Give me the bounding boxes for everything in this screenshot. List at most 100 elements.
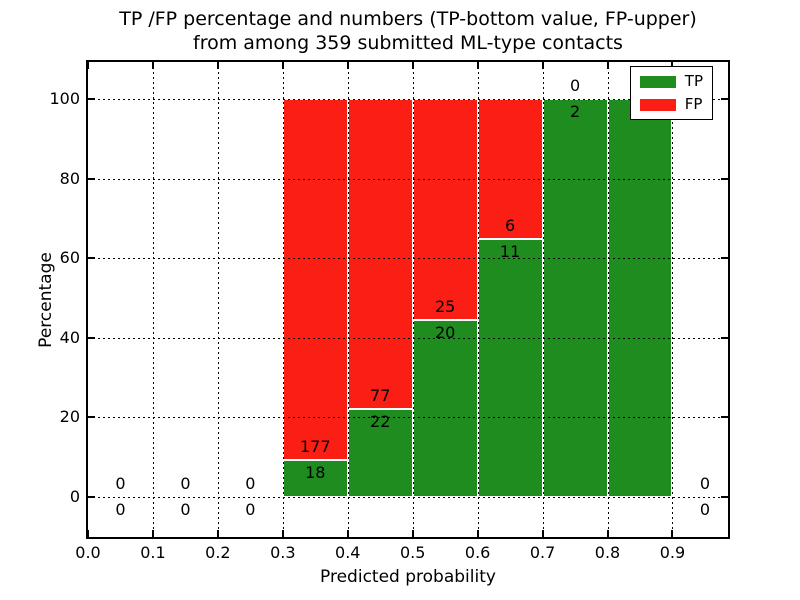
fp-legend-label: FP (684, 95, 703, 113)
tp-count-label-0.4: 22 (370, 411, 391, 431)
gridline-y-80 (88, 178, 728, 180)
tick-top-0.5 (411, 62, 414, 69)
tp-count-label-0.0: 0 (115, 500, 126, 519)
gridline-x-0.2 (217, 62, 219, 537)
y-tick-label-0: 0 (69, 487, 80, 506)
bar-tp-0.8 (607, 99, 673, 497)
fp-count-label-0.9: 0 (699, 474, 711, 493)
tick-bottom-0.0 (87, 530, 89, 537)
fp-count-label-0.7: 0 (569, 76, 581, 95)
tick-bottom-0.5 (411, 530, 414, 537)
y-tick-label-40: 40 (59, 327, 80, 347)
plot-area: TP FP 0000001771877222520611020100 (86, 60, 730, 539)
x-tick-label-0.1: 0.1 (140, 543, 166, 562)
gridline-y-60 (88, 258, 728, 260)
bar-tp-0.3 (282, 460, 348, 497)
bar-fp-0.3 (282, 99, 348, 461)
tp-count-label-0.2: 0 (245, 500, 256, 519)
gridline-y-20 (88, 417, 728, 419)
tp-count-label-0.7: 2 (569, 102, 581, 121)
gridline-x-0.8 (607, 62, 609, 537)
tp-count-label-0.3: 18 (305, 463, 326, 483)
gridline-x-0.4 (347, 62, 349, 537)
fp-count-label-0.1: 0 (180, 474, 191, 493)
tick-bottom-0.3 (281, 530, 284, 537)
tick-left-40 (88, 336, 95, 339)
y-tick-label-60: 60 (59, 248, 80, 268)
tp-count-label-0.9: 0 (699, 500, 711, 519)
x-tick-label-0.7: 0.7 (529, 543, 556, 562)
bar-tp-0.6 (477, 239, 543, 497)
tick-right-80 (721, 177, 728, 180)
tick-right-100 (721, 98, 728, 100)
fp-legend-swatch (639, 98, 676, 111)
tick-top-0.4 (346, 62, 349, 69)
gridline-x-0.6 (477, 62, 479, 537)
x-axis-label: Predicted probability (320, 567, 496, 587)
gridline-x-0.7 (542, 62, 544, 537)
fp-count-label-0.2: 0 (245, 474, 256, 493)
tick-top-0.3 (281, 62, 284, 69)
x-tick-label-0.5: 0.5 (399, 543, 426, 562)
y-tick-label-20: 20 (59, 407, 80, 427)
tp-legend-label: TP (684, 72, 703, 90)
legend-entry-tp: TP (639, 72, 703, 90)
tick-left-60 (88, 257, 95, 260)
x-tick-label-0.6: 0.6 (464, 543, 491, 562)
tick-bottom-0.1 (151, 530, 154, 537)
fp-count-label-0.4: 77 (370, 385, 391, 405)
gridline-x-0.9 (672, 62, 674, 537)
chart-title-line1: TP /FP percentage and numbers (TP-bottom… (119, 8, 697, 30)
tick-bottom-0.2 (216, 530, 219, 537)
x-tick-label-0.8: 0.8 (594, 543, 621, 562)
tp-count-label-0.6: 11 (499, 242, 521, 262)
x-tick-label-0.3: 0.3 (270, 543, 296, 562)
chart-title-line2: from among 359 submitted ML-type contact… (193, 32, 623, 54)
bar-tp-0.7 (542, 99, 608, 497)
legend-entry-fp: FP (639, 95, 703, 113)
fp-count-label-0.5: 25 (434, 297, 456, 317)
y-tick-label-100: 100 (49, 89, 80, 108)
gridline-x-0.3 (282, 62, 284, 537)
tick-top-0.7 (541, 62, 544, 69)
tick-top-0.8 (606, 62, 609, 69)
tick-left-100 (88, 98, 95, 100)
fp-count-label-0.6: 6 (505, 216, 516, 236)
tp-count-label-0.1: 0 (180, 500, 191, 519)
tick-bottom-0.4 (346, 530, 349, 537)
gridline-y-40 (88, 337, 728, 339)
tick-right-20 (721, 416, 728, 419)
gridline-x-0.5 (412, 62, 414, 537)
tick-left-20 (88, 416, 95, 419)
tick-right-0 (721, 496, 728, 498)
x-tick-label-0.0: 0.0 (75, 543, 101, 562)
x-tick-label-0.9: 0.9 (659, 543, 686, 562)
tick-bottom-0.9 (671, 530, 674, 537)
tp-legend-swatch (639, 75, 676, 88)
tick-top-0.1 (151, 62, 154, 69)
bar-tp-0.5 (412, 320, 478, 497)
x-tick-label-0.2: 0.2 (205, 543, 231, 562)
gridline-x-0.1 (152, 62, 154, 537)
tick-left-80 (88, 177, 95, 180)
y-tick-label-80: 80 (59, 168, 80, 188)
fp-count-label-0.3: 177 (300, 437, 331, 457)
fp-count-label-0.0: 0 (115, 474, 126, 493)
tick-top-0.2 (216, 62, 219, 69)
tick-bottom-0.8 (606, 530, 609, 537)
bar-fp-0.5 (412, 99, 478, 321)
gridline-y-0 (88, 497, 728, 498)
tp-count-label-0.5: 20 (434, 323, 456, 343)
tick-top-0.9 (671, 62, 674, 69)
legend: TP FP (629, 66, 713, 120)
chart-title: TP /FP percentage and numbers (TP-bottom… (88, 7, 728, 55)
gridline-y-100 (88, 99, 728, 100)
tick-top-0.0 (87, 62, 89, 69)
tick-top-0.6 (476, 62, 479, 69)
tick-bottom-0.6 (476, 530, 479, 537)
tick-right-60 (721, 257, 728, 260)
tick-right-40 (721, 336, 728, 339)
bar-fp-0.4 (347, 99, 413, 409)
x-tick-label-0.4: 0.4 (335, 543, 361, 562)
